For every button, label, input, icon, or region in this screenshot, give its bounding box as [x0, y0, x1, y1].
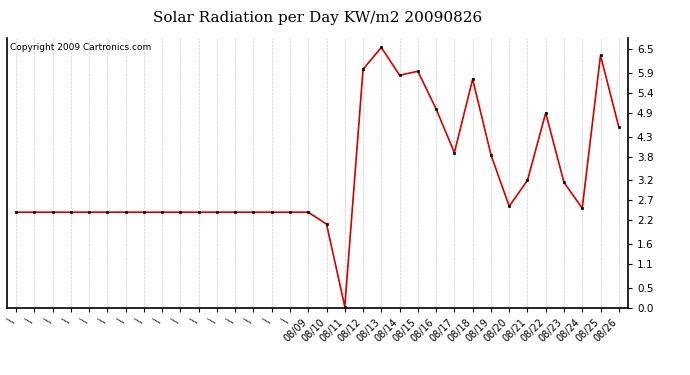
Text: Copyright 2009 Cartronics.com: Copyright 2009 Cartronics.com	[10, 43, 151, 52]
Text: Solar Radiation per Day KW/m2 20090826: Solar Radiation per Day KW/m2 20090826	[152, 11, 482, 25]
